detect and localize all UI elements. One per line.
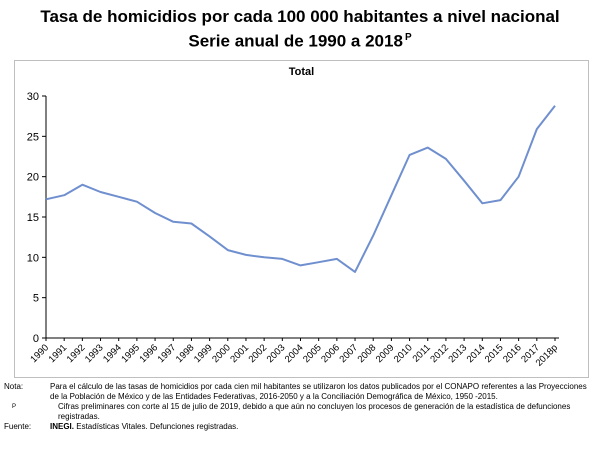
x-tick-label: 2016 <box>501 342 524 365</box>
y-tick-label: 10 <box>27 252 39 264</box>
note-text: Para el cálculo de las tasas de homicidi… <box>50 382 587 401</box>
x-tick-label: 2012 <box>428 342 451 365</box>
x-tick-label: 2007 <box>337 342 360 365</box>
x-tick-label: 2002 <box>247 342 270 365</box>
note-label: Nota: <box>4 382 24 391</box>
chart-title: Total <box>288 66 315 78</box>
chart-frame <box>14 60 589 378</box>
x-tick-label: 1992 <box>65 342 88 365</box>
figure-title: Tasa de homicidios por cada 100 000 habi… <box>0 6 600 52</box>
title-line-1: Tasa de homicidios por cada 100 000 habi… <box>40 7 560 26</box>
y-tick-label: 25 <box>27 131 39 143</box>
source-row: Fuente: INEGI. Estadísticas Vitales. Def… <box>4 422 596 432</box>
source-label: Fuente: <box>4 422 32 431</box>
preliminary-label: P <box>12 404 17 410</box>
line-chart: 0 5 10 15 20 25 30 1990199119921993199419951996… <box>27 91 560 369</box>
source-detail: Estadísticas Vitales. Defunciones regist… <box>74 422 239 431</box>
x-tick-label: 2014 <box>465 342 488 365</box>
x-tick-label: 2001 <box>228 342 251 365</box>
x-tick-label: 1994 <box>101 342 124 365</box>
x-tick-label: 1996 <box>137 342 160 365</box>
x-tick-label: 1998 <box>174 342 197 365</box>
notes: Nota: Para el cálculo de las tasas de ho… <box>4 382 596 432</box>
preliminary-row: P Cifras preliminares con corte al 15 de… <box>4 402 596 422</box>
title-superscript: P <box>404 32 412 43</box>
x-tick-label: 2003 <box>265 342 288 365</box>
x-tick-label: 1990 <box>28 342 51 365</box>
y-tick-label: 15 <box>27 212 39 224</box>
note-row: Nota: Para el cálculo de las tasas de ho… <box>4 382 596 402</box>
x-tick-label: 1995 <box>119 342 142 365</box>
source-org: INEGI. <box>50 422 75 431</box>
series-line <box>45 105 556 273</box>
preliminary-text: Cifras preliminares con corte al 15 de j… <box>58 402 571 421</box>
title-line-2: Serie anual de 1990 a 2018 P <box>188 31 412 51</box>
y-tick-label: 30 <box>27 91 39 103</box>
x-tick-label: 2011 <box>411 342 433 364</box>
x-tick-label: 1997 <box>156 342 179 365</box>
y-tick-label: 5 <box>33 293 39 305</box>
x-tick-label: 2004 <box>283 342 306 365</box>
y-tick-label: 0 <box>33 333 39 345</box>
x-tick-label: 1999 <box>192 342 215 365</box>
x-tick-label: 2010 <box>392 342 415 365</box>
x-tick-label: 2006 <box>319 342 342 365</box>
x-tick-label: 2000 <box>210 342 233 365</box>
x-tick-label: 1991 <box>47 342 70 365</box>
x-tick-label: 2008 <box>356 342 379 365</box>
y-tick-label: 20 <box>27 172 39 184</box>
source-text: INEGI. Estadísticas Vitales. Defunciones… <box>50 422 596 432</box>
x-tick-label: 2013 <box>447 342 470 365</box>
x-tick-label: 2005 <box>301 342 324 365</box>
x-tick-label: 1993 <box>83 342 106 365</box>
x-tick-label: 2015 <box>483 342 506 365</box>
x-tick-label: 2009 <box>374 342 397 365</box>
